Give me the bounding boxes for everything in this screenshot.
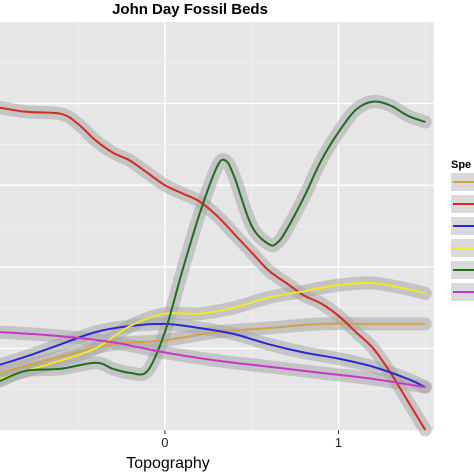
series-4-line <box>0 100 426 382</box>
series-lines <box>0 100 427 431</box>
legend: Spe <box>444 148 474 308</box>
series-1-line <box>0 106 427 431</box>
series-3-line <box>0 281 426 380</box>
series-5-line <box>0 331 426 389</box>
x-tick-label-0: 0 <box>161 435 168 450</box>
legend-title: Spe <box>451 159 471 171</box>
series-2-line <box>0 322 426 389</box>
x-axis-title: Topography <box>126 455 210 472</box>
legend-keys <box>451 173 474 301</box>
x-tick-label-1: 1 <box>335 435 342 450</box>
chart-title: John Day Fossil Beds <box>112 1 268 18</box>
series-0-line <box>0 322 426 374</box>
